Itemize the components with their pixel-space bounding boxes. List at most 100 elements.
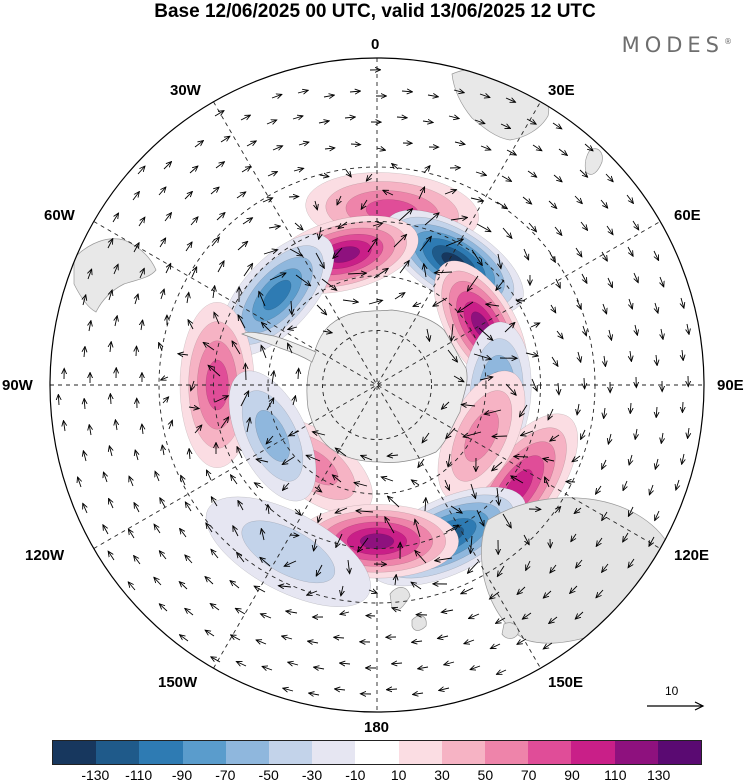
wind-arrow	[435, 272, 453, 273]
wind-arrow	[551, 304, 555, 312]
wind-arrow	[549, 616, 558, 623]
wind-arrow	[500, 124, 510, 128]
wind-arrow	[388, 455, 399, 456]
wind-arrow	[283, 456, 295, 464]
wind-arrow	[505, 98, 515, 102]
madagascar	[584, 148, 603, 175]
wind-arrow	[132, 192, 139, 201]
colorbar-segment	[355, 741, 399, 764]
wind-arrow	[345, 169, 351, 177]
wind-arrow	[688, 427, 689, 438]
wind-arrow	[422, 121, 433, 122]
wind-arrow	[333, 475, 342, 483]
wind-arrow	[506, 149, 516, 155]
wind-arrow	[392, 608, 402, 611]
wind-arrow	[318, 121, 329, 123]
wind-arrow	[401, 91, 412, 92]
wind-arrow	[232, 341, 241, 355]
wind-arrow	[629, 298, 632, 308]
anomaly-contour-line	[464, 410, 499, 462]
wind-arrow	[469, 613, 480, 618]
wind-arrow	[451, 323, 453, 341]
wind-arrow	[291, 300, 292, 314]
wind-arrow	[627, 246, 633, 256]
wind-arrow	[206, 523, 213, 533]
wind-arrow	[336, 507, 348, 513]
wind-arrow	[313, 432, 326, 435]
wind-arrow	[682, 401, 683, 412]
wind-arrow	[238, 501, 244, 511]
anomaly-contour-band	[464, 410, 499, 462]
wind-arrow	[321, 278, 336, 290]
meridian-line	[93, 221, 661, 549]
wind-arrow	[230, 581, 240, 589]
wind-arrow	[237, 242, 247, 251]
wind-arrow	[596, 485, 602, 494]
wind-arrow	[89, 321, 91, 332]
wind-arrow	[231, 475, 238, 485]
wind-arrow	[215, 162, 224, 169]
wind-arrow	[584, 143, 593, 151]
wind-arrow	[161, 377, 169, 380]
wind-arrow	[355, 483, 368, 486]
wind-arrow	[601, 251, 607, 261]
wind-arrow	[263, 250, 277, 255]
wind-arrow	[497, 487, 499, 505]
lon-label-120w: 120W	[25, 547, 65, 564]
wind-arrow	[271, 95, 281, 98]
wind-arrow	[324, 148, 334, 149]
wind-arrow	[476, 509, 484, 526]
colorbar-segment	[657, 741, 702, 764]
wind-arrow	[609, 329, 611, 340]
lon-label-60w: 60W	[44, 207, 75, 224]
wind-arrow	[395, 575, 396, 586]
lon-label-180: 180	[364, 719, 390, 736]
wind-arrow	[635, 324, 637, 335]
wind-arrow	[180, 635, 189, 642]
wind-arrow	[104, 473, 107, 483]
wind-arrow	[337, 195, 341, 204]
lon-label-150w: 150W	[158, 674, 198, 691]
wind-arrow	[445, 239, 463, 247]
wind-arrow	[204, 343, 215, 351]
wind-arrow	[464, 640, 475, 644]
wind-arrow	[162, 446, 164, 456]
wind-arrow	[179, 354, 189, 355]
wind-arrow	[315, 252, 324, 268]
wind-arrow	[214, 313, 220, 325]
wind-arrow	[556, 330, 563, 338]
wind-arrow	[661, 432, 663, 443]
wind-arrow	[650, 484, 653, 494]
wind-arrow	[89, 425, 91, 436]
wind-arrow	[424, 264, 426, 278]
wind-arrow	[632, 220, 638, 229]
colorbar-segment	[182, 741, 226, 764]
meridian-line	[93, 221, 661, 549]
wind-arrow	[294, 508, 300, 515]
wind-arrow	[475, 172, 486, 175]
map-title: Base 12/06/2025 00 UTC, valid 13/06/2025…	[154, 1, 596, 22]
wind-arrow	[388, 497, 400, 508]
wind-arrow	[211, 604, 220, 611]
wind-arrow	[344, 117, 355, 118]
wind-arrow	[579, 169, 587, 177]
wind-arrow	[236, 609, 246, 615]
wind-arrow	[427, 328, 429, 341]
wind-arrow	[450, 218, 467, 220]
wind-arrow	[110, 394, 111, 405]
wind-arrow	[427, 95, 438, 97]
wind-arrow	[109, 446, 112, 457]
colorbar-segment	[96, 741, 140, 764]
wind-arrow	[159, 343, 162, 352]
wind-arrow	[114, 265, 118, 275]
wind-arrow	[288, 662, 299, 665]
wind-arrow	[602, 563, 609, 572]
wind-arrow	[608, 433, 611, 444]
wind-arrow	[267, 435, 274, 443]
wind-arrow	[581, 273, 587, 283]
wind-arrow	[525, 353, 538, 356]
wind-arrow	[220, 417, 228, 429]
wind-arrow	[169, 421, 172, 430]
anomaly-center	[205, 496, 371, 607]
wind-arrow	[316, 304, 326, 314]
